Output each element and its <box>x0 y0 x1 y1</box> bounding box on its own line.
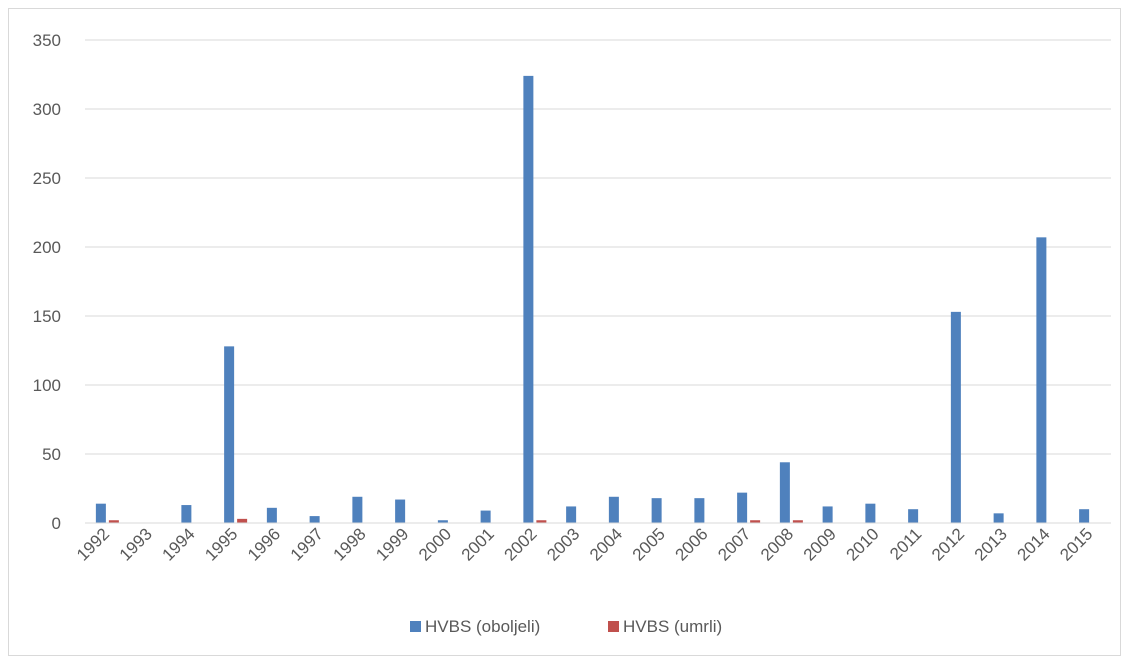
x-tick-label: 2010 <box>843 524 883 564</box>
bar <box>266 507 277 523</box>
bar <box>651 498 662 523</box>
bar <box>1079 509 1090 523</box>
bar <box>480 510 491 523</box>
bars <box>95 75 1090 523</box>
bar <box>395 499 406 523</box>
bar <box>993 513 1004 523</box>
bar <box>309 516 320 523</box>
x-tick-label: 2008 <box>757 524 797 564</box>
bar <box>792 520 803 523</box>
bar <box>750 520 761 523</box>
legend-swatch <box>410 621 421 632</box>
bar <box>95 503 106 523</box>
y-tick-label: 300 <box>33 100 61 119</box>
y-tick-label: 50 <box>42 445 61 464</box>
x-tick-label: 2012 <box>928 524 968 564</box>
x-axis-ticks: 1992 1993 1994 1995 1996 1997 1998 1999 2000 2001… <box>73 524 1096 564</box>
x-tick-label: 2004 <box>586 524 626 564</box>
bar <box>865 503 876 523</box>
x-tick-label: 2005 <box>629 524 669 564</box>
bar <box>352 496 363 523</box>
legend-label: HVBS (umrli) <box>623 617 722 636</box>
x-tick-label: 2013 <box>971 524 1011 564</box>
x-tick-label: 2003 <box>543 524 583 564</box>
legend-label: HVBS (oboljeli) <box>425 617 540 636</box>
gridlines <box>85 39 1111 455</box>
x-tick-label: 1996 <box>244 524 284 564</box>
bar <box>181 505 192 523</box>
bar <box>608 496 619 523</box>
bar <box>737 492 748 523</box>
chart-frame <box>8 8 1121 656</box>
y-tick-label: 200 <box>33 238 61 257</box>
bar <box>1036 237 1047 523</box>
bar <box>822 506 833 523</box>
x-tick-label: 1998 <box>330 524 370 564</box>
x-tick-label: 1993 <box>116 524 156 564</box>
y-axis-ticks: 0 50 100 150 200 250 300 350 <box>33 31 61 533</box>
bar <box>694 498 705 523</box>
bar <box>108 520 119 523</box>
bar <box>523 75 534 523</box>
bar <box>908 509 919 523</box>
bar <box>237 518 248 523</box>
x-tick-label: 2014 <box>1014 524 1054 564</box>
bar <box>566 506 577 523</box>
x-tick-label: 1995 <box>201 524 241 564</box>
x-tick-label: 1997 <box>287 524 327 564</box>
y-tick-label: 100 <box>33 376 61 395</box>
bar <box>779 462 790 523</box>
x-tick-label: 2006 <box>672 524 712 564</box>
x-tick-label: 1999 <box>372 524 412 564</box>
y-tick-label: 350 <box>33 31 61 50</box>
y-tick-label: 150 <box>33 307 61 326</box>
x-tick-label: 2000 <box>415 524 455 564</box>
x-tick-label: 2009 <box>800 524 840 564</box>
x-tick-label: 2007 <box>714 524 754 564</box>
x-tick-label: 1994 <box>159 524 199 564</box>
bar <box>536 520 547 523</box>
bar <box>950 311 961 523</box>
y-tick-label: 0 <box>52 514 61 533</box>
bar <box>437 520 448 523</box>
x-tick-label: 2002 <box>501 524 541 564</box>
y-tick-label: 250 <box>33 169 61 188</box>
bar <box>224 346 235 523</box>
legend-swatch <box>608 621 619 632</box>
x-tick-label: 1992 <box>73 524 113 564</box>
x-tick-label: 2001 <box>458 524 498 564</box>
x-tick-label: 2011 <box>886 524 925 563</box>
legend: HVBS (oboljeli) HVBS (umrli) <box>410 617 722 636</box>
x-tick-label: 2015 <box>1056 524 1096 564</box>
